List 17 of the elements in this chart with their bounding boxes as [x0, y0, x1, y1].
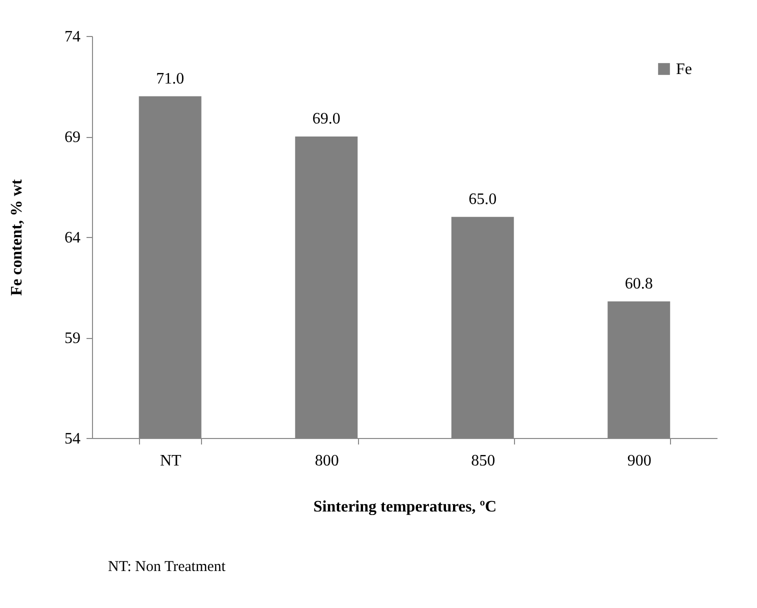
x-axis-title: Sintering temperatures, ºC — [313, 498, 497, 516]
y-tick-label: 74 — [64, 28, 80, 46]
text: 69.0 — [312, 110, 340, 128]
x-tick-label: NT — [160, 452, 182, 470]
y-axis-title: Fe content, % wt — [8, 178, 26, 296]
text: NT: Non Treatment — [108, 559, 226, 575]
x-tick-label: 800 — [314, 452, 339, 470]
y-tick-label: 59 — [64, 330, 80, 347]
y-tick-label: 64 — [64, 230, 80, 246]
text: 71.0 — [156, 70, 184, 88]
y-tick-label: 54 — [64, 430, 80, 448]
text: 65.0 — [468, 190, 497, 208]
y-tick-label: 69 — [64, 129, 80, 146]
legend-label: Fe — [676, 61, 692, 78]
x-tick-label: 900 — [627, 452, 652, 470]
text: 60.8 — [624, 275, 653, 292]
x-tick-label: 850 — [471, 452, 496, 470]
